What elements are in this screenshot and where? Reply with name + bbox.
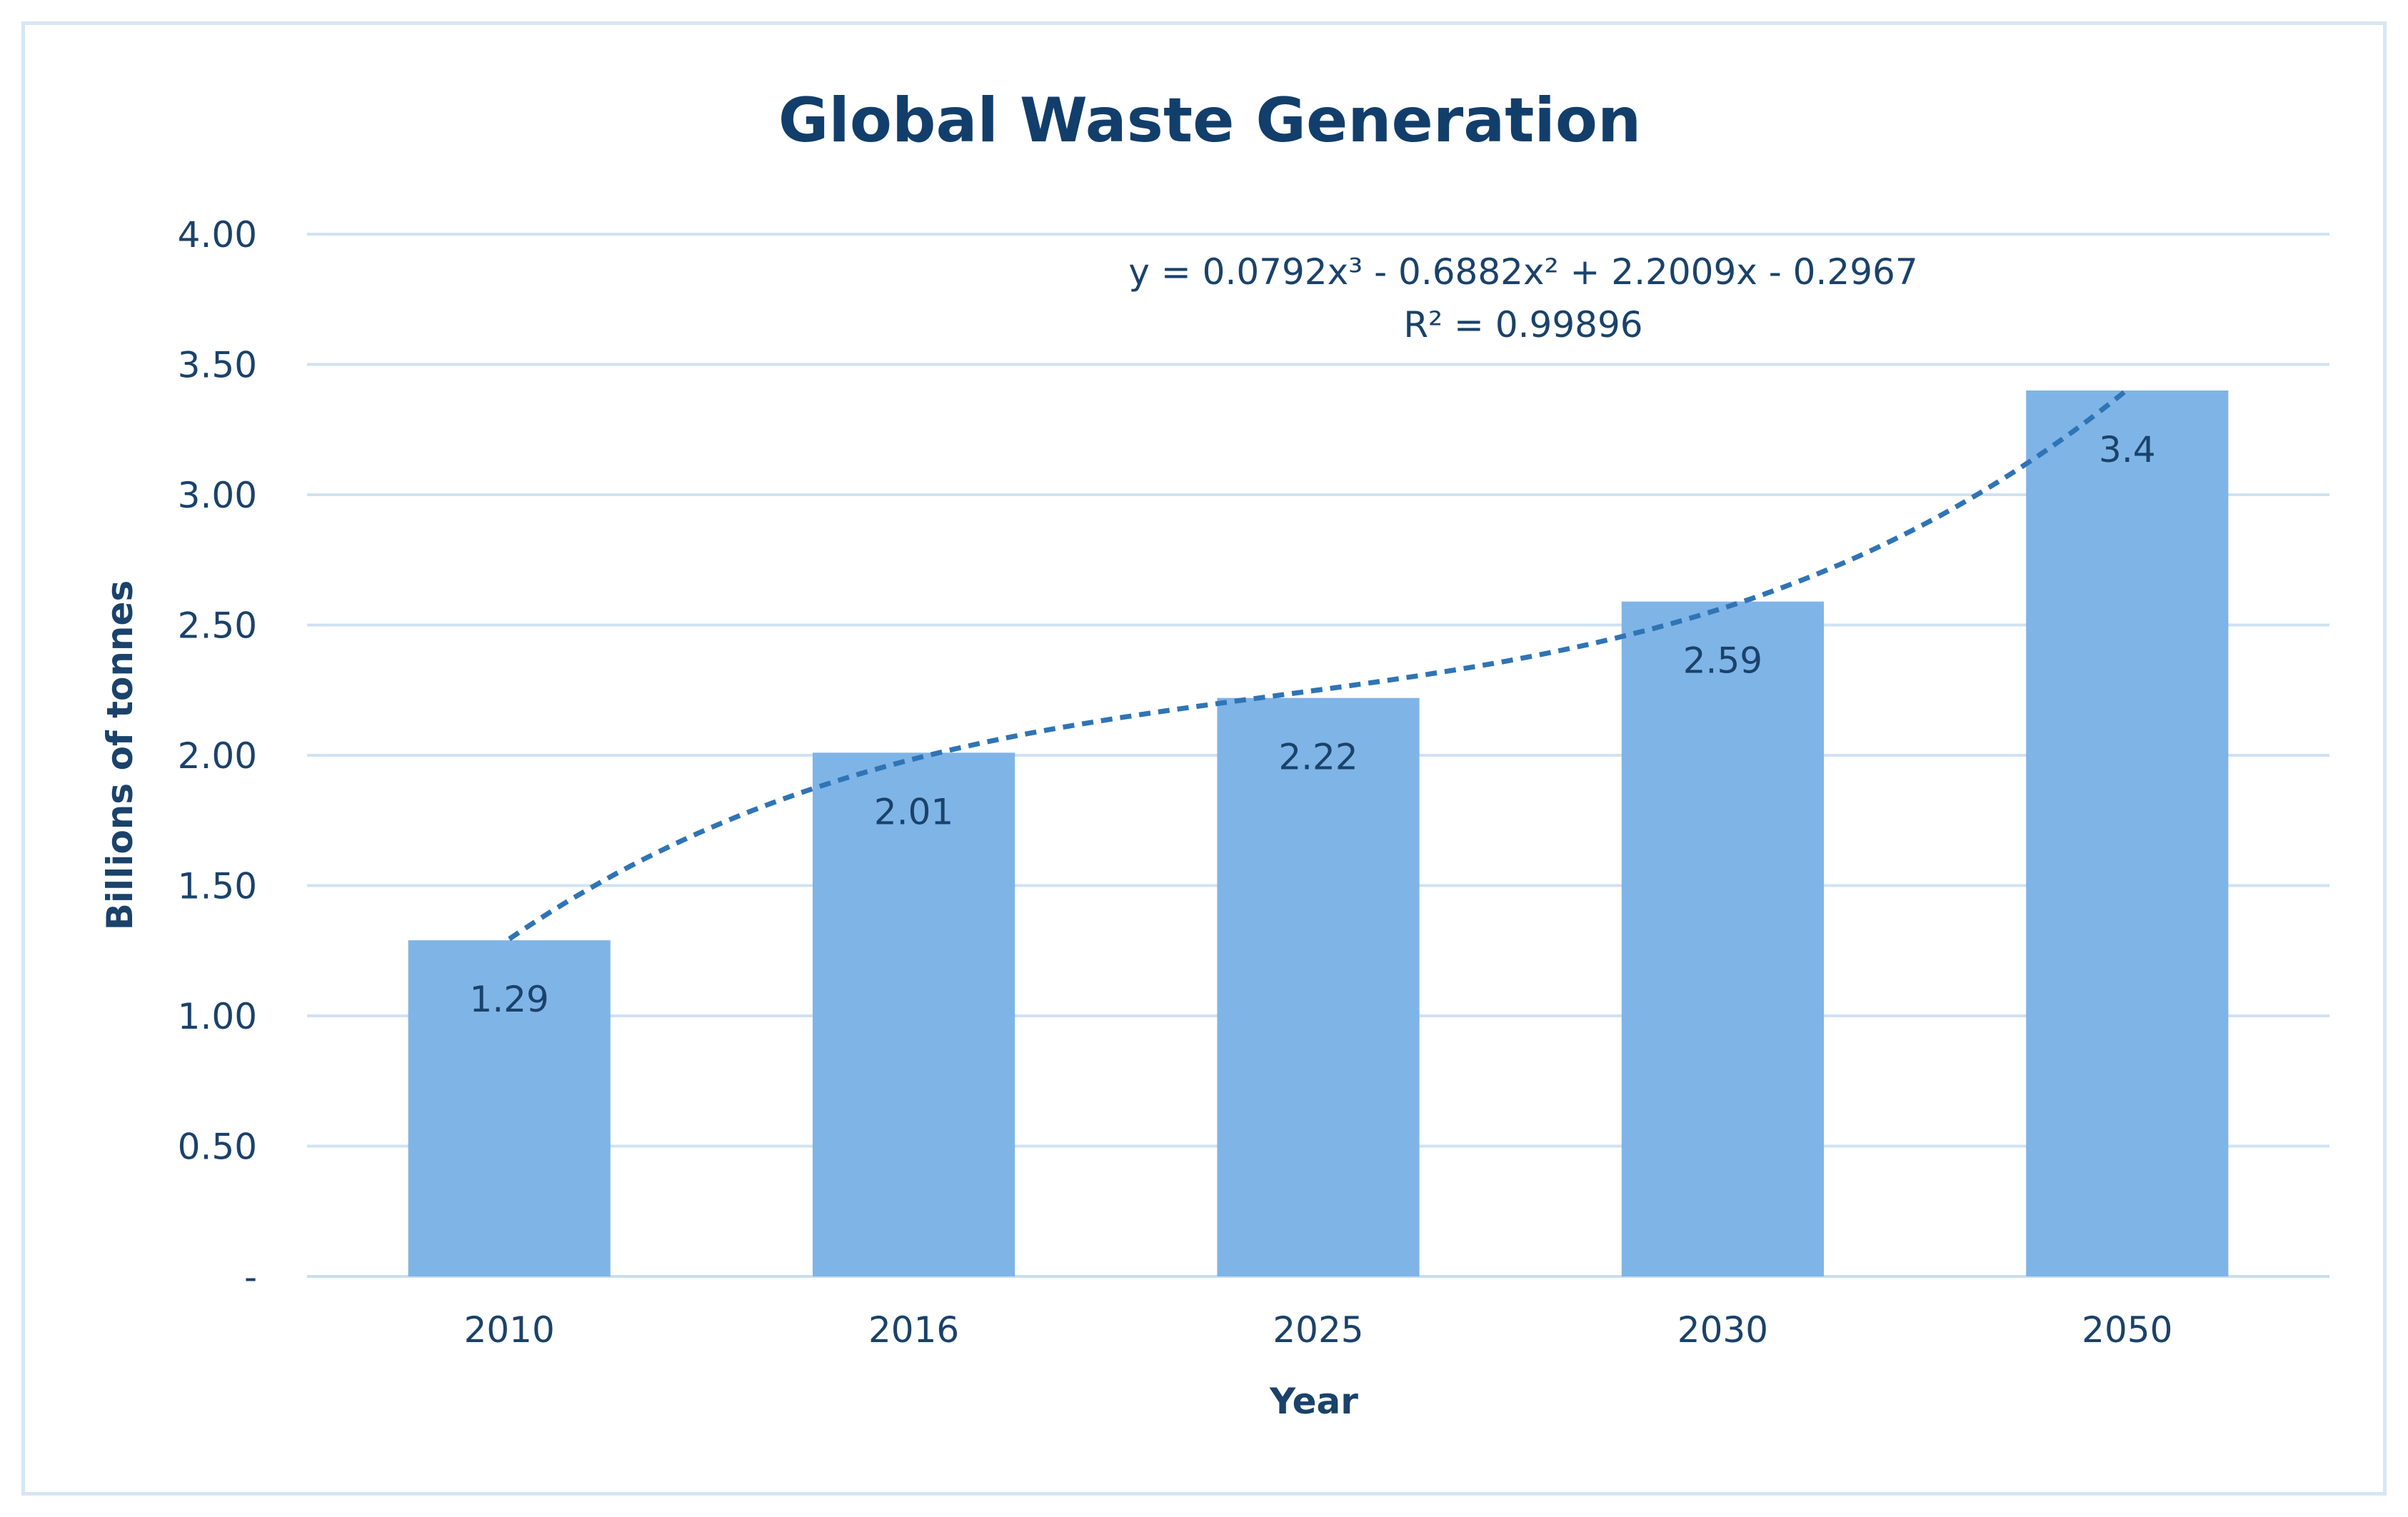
bar-data-label: 3.4 — [2099, 429, 2156, 470]
x-axis-ticks: 2010 2016 2025 2030 2050 — [464, 1309, 2173, 1351]
trendline-equation: y = 0.0792x³ - 0.6882x² + 2.2009x - 0.29… — [1128, 251, 1917, 293]
x-tick-label: 2010 — [464, 1309, 555, 1351]
x-tick-label: 2016 — [868, 1309, 959, 1351]
y-tick-label: 0.50 — [178, 1127, 257, 1168]
bar — [1621, 601, 1824, 1276]
y-tick-label: 3.50 — [178, 345, 257, 386]
bar — [2026, 390, 2229, 1276]
y-tick-label: 2.00 — [178, 735, 257, 777]
x-tick-label: 2025 — [1273, 1309, 1363, 1351]
trendline — [508, 388, 2129, 942]
chart-title: Global Waste Generation — [778, 85, 1641, 156]
y-tick-label: 1.00 — [178, 996, 257, 1037]
y-axis-ticks: - 0.50 1.00 1.50 2.00 2.50 3.00 3.50 4.00 — [178, 214, 257, 1298]
y-tick-label: 1.50 — [178, 866, 257, 907]
bar-data-label: 1.29 — [470, 979, 549, 1020]
trendline-group — [508, 388, 2129, 942]
bars — [408, 390, 2229, 1276]
y-tick-label: 3.00 — [178, 475, 257, 516]
trendline-r-squared: R² = 0.99896 — [1403, 304, 1642, 346]
bar — [813, 752, 1015, 1276]
gridlines — [307, 233, 2329, 1278]
bar-data-label: 2.01 — [874, 791, 953, 832]
bar — [1217, 697, 1420, 1276]
x-tick-label: 2050 — [2082, 1309, 2172, 1351]
x-axis-title: Year — [1269, 1381, 1358, 1422]
y-tick-label: - — [244, 1256, 257, 1298]
y-tick-label: 4.00 — [178, 214, 257, 256]
bar — [408, 940, 611, 1276]
x-tick-label: 2030 — [1677, 1309, 1768, 1351]
y-tick-label: 2.50 — [178, 605, 257, 647]
data-labels: 1.29 2.01 2.22 2.59 3.4 — [470, 429, 2156, 1020]
bar-data-label: 2.22 — [1278, 737, 1358, 778]
bar-data-label: 2.59 — [1683, 640, 1762, 682]
y-axis-title: Billions of tonnes — [99, 580, 141, 930]
